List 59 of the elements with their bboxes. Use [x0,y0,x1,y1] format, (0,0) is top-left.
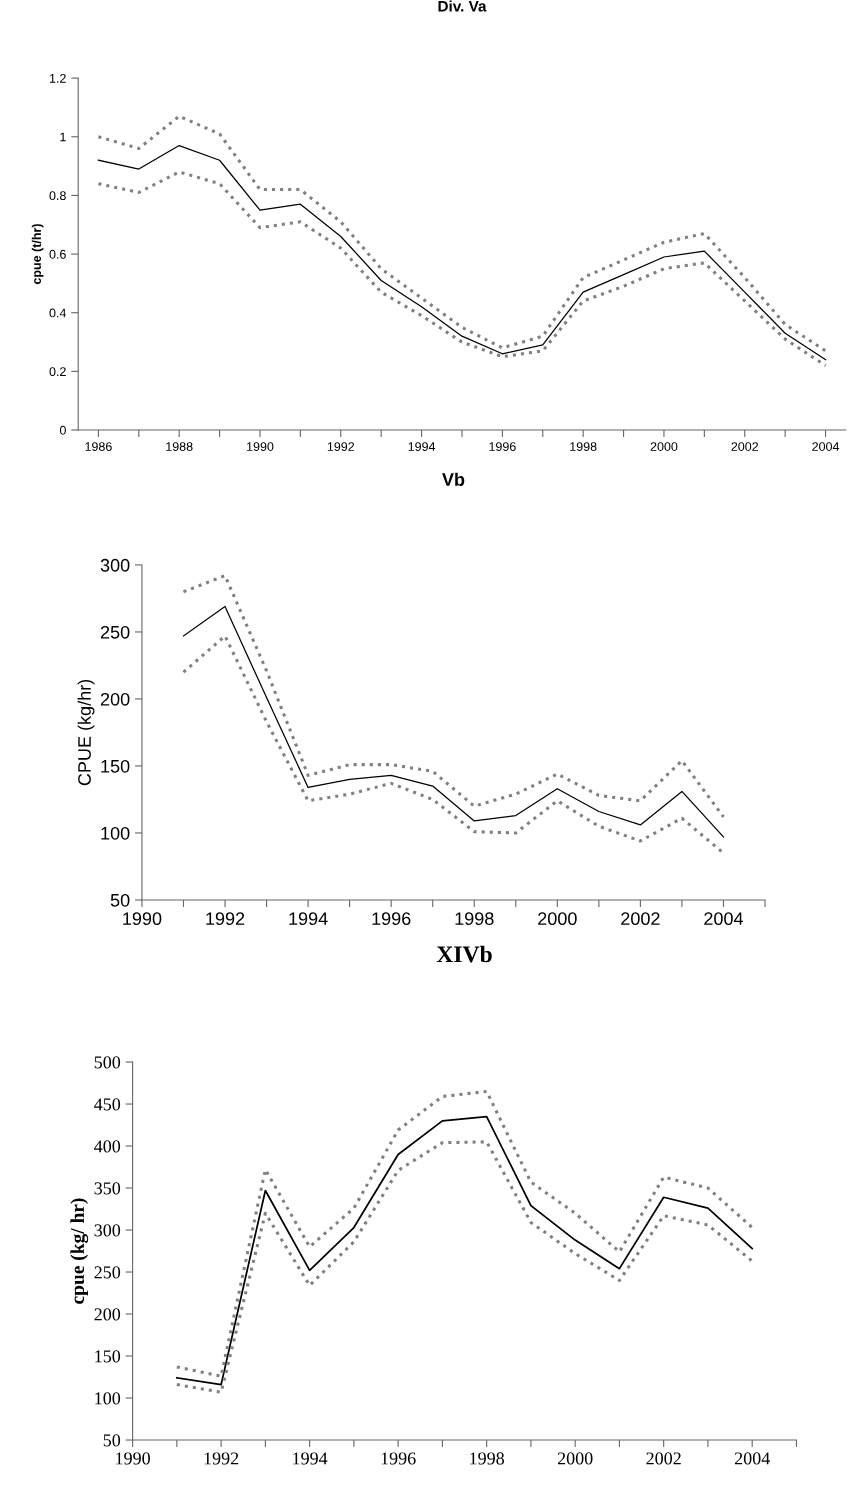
y-axis-title: CPUE (kg/hr) [77,679,95,786]
y-tick-label: 100 [95,1392,121,1405]
line-series [182,605,725,838]
x-tick-label: 1986 [85,442,112,451]
y-tick-label: 150 [101,759,130,773]
y-tick-label: 350 [94,1182,121,1195]
y-tick-label: 200 [94,1308,121,1321]
y-tick-label: 500 [94,1056,121,1069]
y-tick-label: 0 [59,425,66,435]
x-tick-label: 1996 [489,442,516,451]
x-tick-label: 2000 [557,1452,593,1465]
y-tick-label: 1.2 [49,73,66,83]
x-tick-label: 1990 [123,912,162,926]
x-tick-label: 1996 [381,1452,416,1465]
y-tick-label: 50 [103,1434,121,1447]
x-tick-label: 1998 [470,1452,505,1465]
line-series [181,634,725,855]
y-axis-title: cpue (t/hr) [31,224,44,285]
y-tick-label: 0.6 [49,249,66,259]
y-tick-label: 100 [101,826,130,840]
x-tick-label: 1994 [293,1452,328,1465]
x-tick-label: 2002 [646,1452,681,1465]
x-tick-label: 1988 [166,442,193,451]
y-tick-label: 0.4 [49,308,67,318]
x-tick-label: 2004 [704,912,744,926]
y-tick-label: 50 [110,893,130,907]
y-tick-label: 400 [94,1140,121,1153]
y-axis-title: cpue (kg/ hr) [70,1198,89,1304]
y-tick-label: 200 [100,692,130,706]
chart-title: Div. Va [438,0,487,12]
x-tick-label: 1998 [570,442,597,451]
line-series [181,574,725,819]
y-tick-label: 0.8 [49,191,66,201]
x-tick-label: 2004 [812,442,840,451]
x-tick-label: 2002 [731,442,759,451]
x-tick-label: 1992 [204,1452,239,1465]
y-tick-label: 0.2 [49,367,66,377]
x-tick-label: 2002 [621,912,660,926]
y-tick-label: 150 [95,1350,121,1363]
x-tick-label: 2000 [538,912,577,926]
y-tick-label: 300 [100,558,130,572]
x-tick-label: 1992 [206,912,245,926]
y-tick-label: 300 [94,1224,121,1237]
y-tick-label: 1 [60,132,66,142]
y-tick-label: 250 [100,625,130,639]
x-tick-label: 2004 [734,1452,770,1465]
chart-title: Vb [442,472,465,486]
y-tick-label: 250 [94,1266,121,1279]
x-tick-label: 1994 [408,442,436,451]
x-tick-label: 1990 [247,442,274,451]
x-tick-label: 1992 [327,442,355,451]
chart-title: XIVb [436,945,492,963]
line-series [96,114,828,353]
x-tick-label: 1998 [455,912,494,926]
x-tick-label: 1996 [372,912,411,926]
x-tick-label: 2000 [650,442,678,451]
y-tick-label: 450 [94,1098,121,1111]
x-tick-label: 1994 [289,912,328,926]
x-tick-label: 1990 [116,1452,150,1465]
